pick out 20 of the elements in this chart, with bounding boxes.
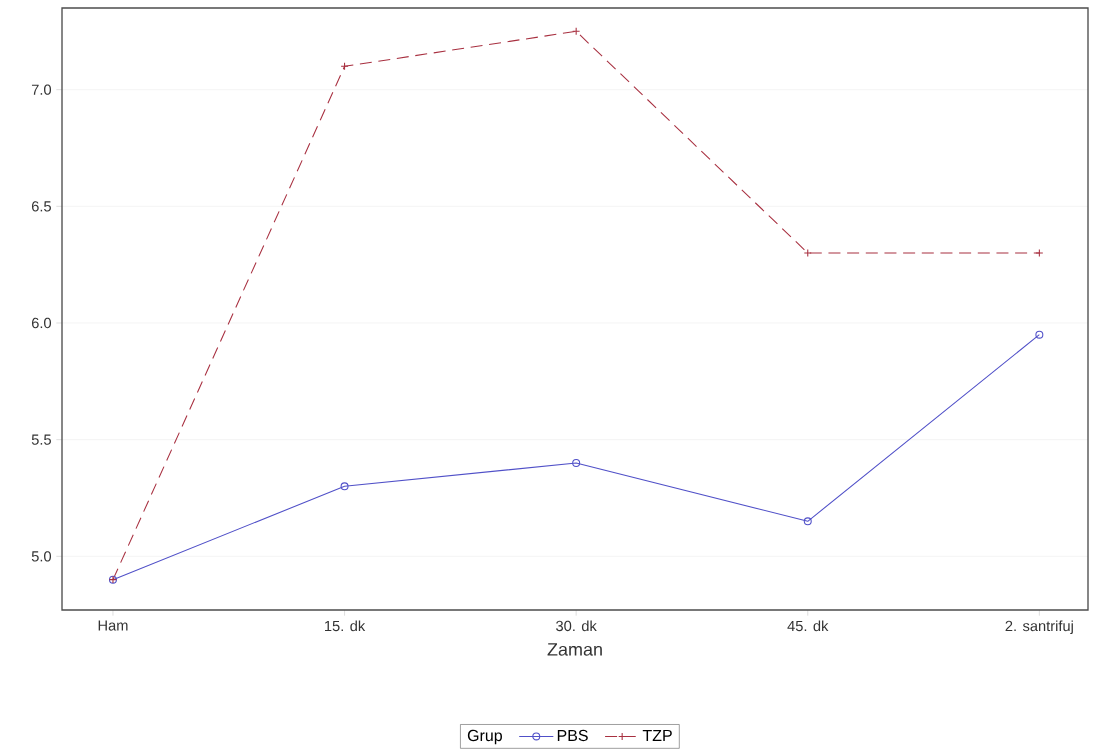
point <box>340 482 349 491</box>
point <box>1035 248 1044 257</box>
x-tick-label: 15. dk <box>325 620 366 632</box>
x-tick-label: 45. dk <box>787 620 829 632</box>
point <box>803 248 812 257</box>
y-tick-label: 5.0 <box>31 551 52 562</box>
y-tick-label: 6.0 <box>31 317 52 329</box>
legend-label: TZP <box>642 729 672 741</box>
point <box>803 517 812 526</box>
y-tick-label: 6.5 <box>31 201 51 212</box>
x-axis-title: Zaman <box>547 643 602 656</box>
legend-label: PBS <box>557 729 588 742</box>
point <box>572 458 581 467</box>
x-tick-label: 2. santrifuj <box>1005 620 1073 635</box>
y-tick-label: 5.5 <box>31 434 51 445</box>
x-tick-label: Ham <box>98 620 128 631</box>
point <box>1035 330 1044 339</box>
x-tick-label: 30. dk <box>556 620 597 632</box>
legend-title: Grup <box>467 729 502 745</box>
y-tick-label: 7.0 <box>31 84 52 95</box>
